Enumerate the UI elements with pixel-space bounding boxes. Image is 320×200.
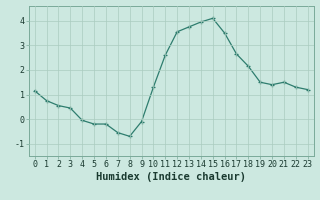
X-axis label: Humidex (Indice chaleur): Humidex (Indice chaleur) xyxy=(96,172,246,182)
